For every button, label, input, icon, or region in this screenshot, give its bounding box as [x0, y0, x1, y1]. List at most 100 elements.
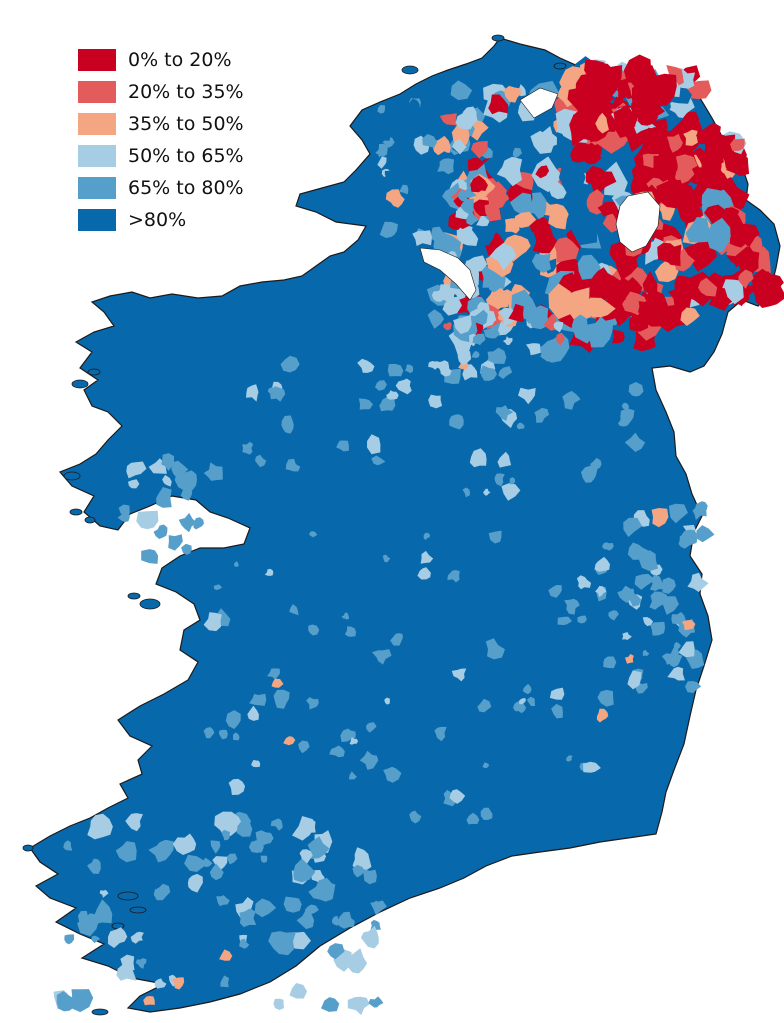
region-patch — [368, 996, 384, 1008]
region-patch — [551, 703, 563, 719]
region-patch — [597, 689, 614, 707]
region-patch — [696, 525, 715, 543]
offshore-island — [127, 592, 141, 600]
region-patch — [480, 807, 493, 820]
region-patch — [422, 134, 438, 148]
region-patch — [512, 147, 522, 159]
region-patch — [556, 332, 565, 346]
region-patch — [612, 330, 625, 344]
region-patch — [610, 279, 628, 304]
region-patch — [77, 913, 99, 937]
region-patch — [455, 206, 469, 220]
region-patch — [178, 512, 197, 533]
region-patch — [308, 877, 335, 902]
region-patch — [548, 585, 562, 598]
region-patch — [576, 575, 592, 590]
region-patch — [99, 889, 109, 898]
region-patch — [531, 253, 551, 273]
region-patch — [412, 230, 432, 246]
region-patch — [589, 112, 609, 134]
region-patch — [116, 959, 137, 981]
region-patch — [399, 184, 409, 195]
offshore-island — [87, 368, 101, 376]
region-patch — [442, 296, 462, 316]
legend-label: 0% to 20% — [128, 49, 232, 71]
region-patch — [226, 853, 238, 865]
region-patch — [273, 998, 284, 1010]
region-patch — [428, 394, 443, 409]
region-patch — [618, 417, 628, 427]
region-patch — [346, 948, 368, 974]
region-patch — [251, 759, 261, 768]
region-patch — [417, 567, 431, 580]
region-patch — [136, 510, 159, 530]
region-patch — [233, 732, 240, 741]
region-patch — [126, 461, 147, 479]
region-patch — [260, 855, 268, 863]
region-patch — [395, 105, 415, 128]
region-patch — [495, 405, 514, 421]
region-patch — [484, 203, 502, 222]
region-patch — [569, 111, 598, 147]
legend-item-50-65: 50% to 65% — [78, 140, 244, 172]
region-patch — [622, 632, 632, 640]
region-patch — [712, 210, 743, 236]
region-patch — [518, 387, 536, 405]
region-patch — [359, 750, 379, 770]
region-patch — [590, 457, 602, 470]
legend-swatch — [78, 209, 116, 231]
region-patch — [671, 612, 686, 627]
region-patch — [209, 863, 224, 881]
region-patch — [675, 154, 698, 174]
region-patch — [202, 857, 213, 868]
region-patch — [649, 591, 669, 610]
region-patch — [628, 382, 644, 397]
region-patch — [682, 620, 696, 630]
region-patch — [203, 727, 215, 739]
offshore-island — [401, 65, 419, 75]
region-patch — [704, 204, 730, 224]
legend-item-0-20: 0% to 20% — [78, 44, 244, 76]
region-patch — [423, 371, 438, 384]
offshore-island — [84, 516, 96, 524]
region-patch — [372, 900, 381, 909]
region-patch — [239, 938, 250, 949]
region-patch — [289, 983, 307, 999]
region-patch — [503, 85, 522, 103]
region-patch — [283, 896, 302, 913]
legend-swatch — [78, 145, 116, 167]
region-patch — [452, 139, 467, 155]
region-patch — [584, 59, 612, 80]
region-patch — [143, 996, 155, 1006]
region-patch — [273, 689, 290, 709]
region-patch — [669, 503, 688, 524]
map-legend: 0% to 20% 20% to 35% 35% to 50% 50% to 6… — [78, 44, 244, 236]
region-patch — [366, 722, 377, 733]
region-patch — [483, 488, 491, 496]
region-patch — [184, 854, 209, 872]
legend-label: 65% to 80% — [128, 177, 244, 199]
region-patch — [670, 647, 679, 657]
legend-item-20-35: 20% to 35% — [78, 76, 244, 108]
region-patch — [439, 113, 457, 126]
region-patch — [476, 214, 490, 227]
region-patch — [289, 931, 311, 950]
region-patch — [466, 812, 480, 825]
region-patch — [181, 543, 192, 555]
region-patch — [431, 226, 448, 248]
region-patch — [594, 556, 610, 572]
region-patch — [63, 840, 73, 851]
region-patch — [569, 207, 597, 246]
region-patch — [395, 378, 412, 395]
region-patch — [642, 270, 658, 295]
region-patch — [362, 868, 377, 885]
region-patch — [480, 365, 497, 381]
region-patch — [498, 366, 513, 379]
legend-swatch — [78, 81, 116, 103]
region-patch — [349, 771, 357, 780]
legend-item-80-plus: >80% — [78, 204, 244, 236]
region-patch — [477, 698, 492, 713]
region-patch — [489, 243, 517, 271]
region-patch — [637, 300, 656, 316]
